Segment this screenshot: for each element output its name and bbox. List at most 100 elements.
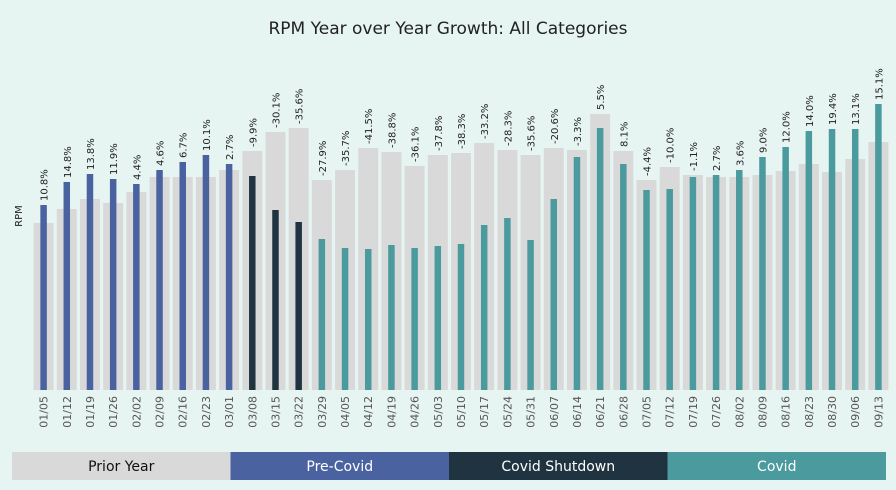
growth-label: 4.4% — [132, 155, 143, 180]
current-bar — [341, 248, 349, 390]
growth-label: 14.8% — [63, 146, 74, 178]
current-bar — [63, 182, 71, 390]
current-bar — [527, 240, 534, 390]
growth-label: -35.7% — [341, 131, 352, 166]
current-bar — [156, 170, 163, 390]
current-bar — [179, 162, 186, 390]
legend-swatch — [449, 452, 668, 480]
growth-label: 2.7% — [225, 135, 236, 160]
x-tick-label: 05/31 — [525, 396, 538, 428]
current-bar — [805, 131, 813, 390]
x-tick-label: 05/24 — [501, 396, 514, 428]
growth-label: 12.0% — [782, 111, 793, 143]
growth-label: 2.7% — [712, 146, 723, 171]
growth-label: -1.1% — [689, 142, 700, 171]
x-tick-label: 05/10 — [455, 396, 468, 428]
growth-label: 4.6% — [156, 141, 167, 166]
x-tick-label: 04/12 — [362, 396, 375, 428]
current-bar — [596, 128, 604, 390]
x-tick-label: 05/03 — [432, 396, 445, 428]
growth-label: -3.3% — [573, 117, 584, 146]
x-tick-label: 02/16 — [177, 396, 190, 428]
current-bar — [202, 155, 210, 390]
current-bar — [295, 222, 302, 390]
current-bar — [225, 164, 233, 390]
growth-label: -28.3% — [503, 111, 514, 146]
x-tick-label: 08/02 — [733, 396, 746, 428]
growth-label: 3.6% — [735, 141, 746, 166]
current-bar — [272, 210, 279, 390]
legend-swatch — [667, 452, 886, 480]
x-tick-label: 03/01 — [223, 396, 236, 428]
y-axis-label: RPM — [14, 205, 25, 227]
current-bar — [318, 239, 326, 390]
growth-label: 9.0% — [758, 128, 769, 153]
current-bar — [759, 157, 766, 390]
legend-label: Covid Shutdown — [501, 459, 615, 475]
growth-label: -4.4% — [643, 147, 654, 176]
growth-label: -30.1% — [271, 93, 282, 128]
growth-label: -38.3% — [457, 114, 468, 149]
legend-label: Pre-Covid — [306, 459, 373, 475]
legend-swatch — [12, 452, 231, 480]
growth-label: -41.5% — [364, 109, 375, 144]
x-tick-label: 09/06 — [849, 396, 862, 428]
growth-label: 19.4% — [828, 93, 839, 125]
current-bar — [550, 199, 558, 390]
x-tick-label: 01/26 — [107, 396, 120, 428]
current-bar — [86, 174, 94, 390]
current-bar — [40, 205, 47, 390]
x-tick-label: 08/09 — [756, 396, 769, 428]
growth-label: 10.8% — [40, 169, 51, 201]
x-tick-label: 07/05 — [641, 396, 654, 428]
x-tick-label: 09/13 — [872, 396, 885, 428]
x-tick-label: 07/19 — [687, 396, 700, 428]
legend-swatch — [230, 452, 449, 480]
growth-label: 13.1% — [851, 93, 862, 125]
current-bar — [712, 175, 720, 390]
legend-label: Covid — [757, 459, 796, 475]
current-bar — [133, 184, 140, 390]
current-bar — [364, 249, 372, 390]
current-bar — [573, 157, 581, 390]
growth-label: 14.0% — [805, 95, 816, 127]
current-bar — [643, 190, 650, 390]
growth-label: -35.6% — [527, 116, 538, 151]
current-bar — [388, 245, 395, 390]
x-tick-label: 02/02 — [130, 396, 143, 428]
x-tick-label: 06/28 — [617, 396, 630, 428]
growth-label: -38.8% — [387, 113, 398, 148]
x-tick-label: 02/23 — [200, 396, 213, 428]
x-tick-label: 07/26 — [710, 396, 723, 428]
x-tick-label: 01/19 — [84, 396, 97, 428]
growth-label: 11.9% — [109, 143, 120, 175]
x-tick-label: 06/14 — [571, 396, 584, 428]
x-tick-label: 04/05 — [339, 396, 352, 428]
current-bar — [109, 179, 117, 390]
x-tick-label: 06/07 — [548, 396, 561, 428]
growth-label: 13.8% — [86, 138, 97, 170]
x-tick-label: 07/12 — [664, 396, 677, 428]
growth-label: -9.9% — [248, 118, 259, 147]
current-bar — [620, 164, 627, 390]
x-tick-label: 03/15 — [269, 396, 282, 428]
growth-label: 5.5% — [596, 85, 607, 110]
current-bar — [434, 246, 442, 390]
current-bar — [736, 170, 743, 390]
growth-label: 15.1% — [874, 68, 885, 100]
growth-label: -36.1% — [411, 127, 422, 162]
x-tick-label: 03/29 — [316, 396, 329, 428]
current-bar — [689, 177, 697, 390]
chart-title: RPM Year over Year Growth: All Categorie… — [268, 19, 627, 39]
current-bar — [851, 129, 859, 390]
x-tick-label: 03/08 — [246, 396, 259, 428]
current-bar — [828, 129, 836, 390]
x-tick-label: 01/05 — [38, 396, 51, 428]
growth-label: -10.0% — [666, 128, 677, 163]
x-tick-label: 02/09 — [154, 396, 167, 428]
growth-label: 8.1% — [619, 122, 630, 147]
legend-label: Prior Year — [88, 459, 154, 475]
x-tick-label: 06/21 — [594, 396, 607, 428]
growth-label: 6.7% — [179, 133, 190, 158]
